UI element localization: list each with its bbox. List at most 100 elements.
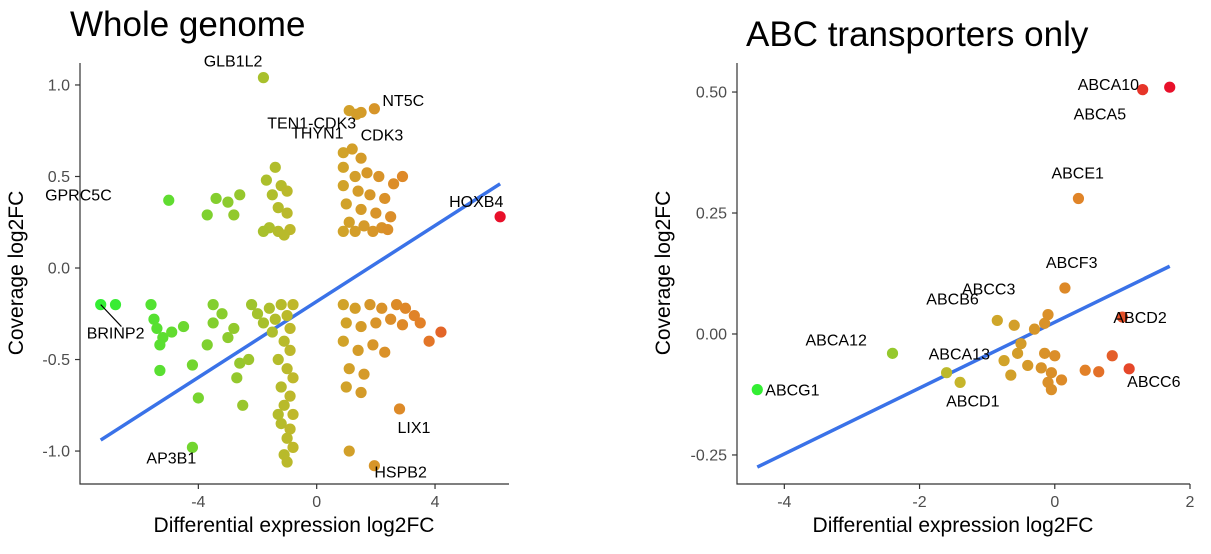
data-point <box>1039 317 1051 329</box>
data-point <box>390 299 403 311</box>
point-label: TEN1-CDK3 <box>267 116 356 133</box>
axis-frame <box>736 63 1190 485</box>
data-point <box>385 211 397 223</box>
data-point <box>1072 192 1085 205</box>
y-tick-label: 0.25 <box>696 206 727 223</box>
point-label: ABCA12 <box>806 332 867 349</box>
data-point <box>201 209 213 221</box>
data-point <box>281 185 293 197</box>
data-point <box>1011 347 1024 359</box>
data-point <box>393 403 406 415</box>
data-point <box>1035 362 1047 374</box>
data-point <box>370 207 382 219</box>
data-point <box>278 229 290 241</box>
x-axis-label: Differential expression log2FC <box>154 514 435 537</box>
data-point <box>337 335 349 347</box>
axis-frame <box>79 63 509 485</box>
data-point <box>275 381 287 393</box>
y-tick-label: 0.50 <box>696 85 727 102</box>
tick-layer: -4 -2 0 2 -0.25 0.00 0.25 0.50 <box>691 85 1195 511</box>
data-point <box>284 423 296 435</box>
data-point <box>1093 366 1105 378</box>
label-leader-line <box>100 304 122 327</box>
point-label: HOXB4 <box>449 194 503 211</box>
data-point <box>370 317 382 329</box>
data-point <box>385 313 397 325</box>
data-point <box>358 220 370 232</box>
data-point <box>364 189 376 201</box>
data-point <box>154 339 166 351</box>
data-point <box>275 417 287 430</box>
data-point <box>246 299 258 311</box>
data-point <box>263 302 275 314</box>
point-label: ABCD1 <box>946 393 999 410</box>
point-label: AP3B1 <box>146 450 196 467</box>
data-point <box>281 432 293 444</box>
data-point <box>886 347 899 359</box>
data-point <box>751 384 763 396</box>
y-axis-label: Coverage log2FC <box>652 191 675 356</box>
y-tick-label: -0.25 <box>691 447 728 464</box>
data-point <box>352 344 364 356</box>
x-tick-label: -4 <box>777 494 791 511</box>
data-point <box>269 313 281 325</box>
data-point <box>1045 367 1057 379</box>
data-point <box>228 209 240 221</box>
data-point <box>231 372 243 384</box>
data-point <box>396 170 409 183</box>
data-point <box>1022 359 1034 372</box>
data-point <box>340 381 352 393</box>
data-point <box>367 225 379 237</box>
data-point <box>373 170 385 183</box>
data-point <box>1005 369 1017 381</box>
fit-line <box>99 182 502 442</box>
data-point <box>287 299 299 311</box>
data-point <box>186 359 199 371</box>
y-tick-label: 0.00 <box>696 326 727 343</box>
point-label: THYN1 <box>291 125 344 142</box>
data-point <box>275 299 287 311</box>
data-point <box>343 216 355 228</box>
data-point <box>216 308 228 320</box>
data-point <box>399 302 412 314</box>
data-point <box>145 299 157 311</box>
data-point <box>1055 374 1068 386</box>
data-point <box>349 225 361 237</box>
point-label: ABCC6 <box>1127 374 1180 391</box>
data-point <box>355 203 367 216</box>
data-point <box>154 364 166 377</box>
data-point <box>284 322 296 335</box>
data-point <box>1137 84 1149 96</box>
data-point <box>435 326 447 338</box>
data-point <box>337 225 349 237</box>
point-label: CDK3 <box>361 127 404 144</box>
data-point <box>251 308 264 320</box>
data-point <box>337 147 349 159</box>
data-point <box>257 225 270 237</box>
data-point <box>228 322 240 335</box>
point-label: BRINP2 <box>87 326 145 343</box>
data-point <box>272 202 284 214</box>
data-point <box>349 170 361 183</box>
data-point <box>166 326 178 338</box>
data-point <box>1015 338 1027 350</box>
y-tick-label: 0.0 <box>48 261 70 278</box>
data-point <box>222 196 234 208</box>
y-tick-label: -0.5 <box>42 352 70 369</box>
data-point <box>186 441 199 453</box>
data-point <box>1042 309 1054 321</box>
data-point <box>1164 81 1176 93</box>
data-point <box>337 299 349 311</box>
data-point <box>210 192 222 205</box>
data-point <box>376 302 388 314</box>
data-point <box>361 167 373 179</box>
data-point <box>237 399 249 411</box>
data-point <box>272 353 284 366</box>
data-point <box>379 346 391 358</box>
point-label: HSPB2 <box>374 465 427 482</box>
data-point <box>1028 323 1041 335</box>
data-point <box>207 299 219 311</box>
data-point <box>349 302 361 314</box>
data-point <box>352 185 364 197</box>
